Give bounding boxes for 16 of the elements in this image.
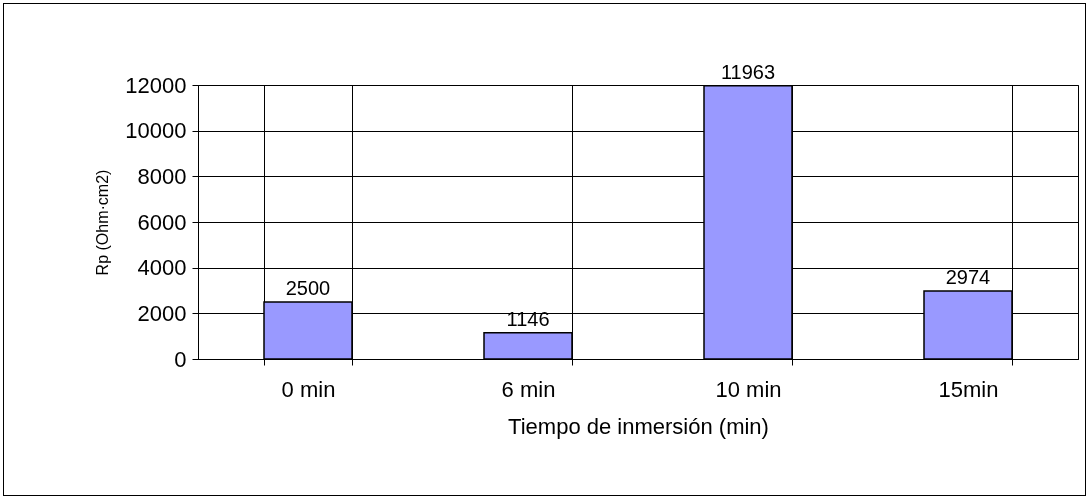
y-tick-label: 0: [174, 346, 187, 372]
data-label: 2974: [945, 266, 991, 289]
y-tick-label: 8000: [137, 163, 187, 189]
y-tick-label: 6000: [137, 209, 187, 235]
data-label: 2500: [285, 276, 331, 299]
y-tick-label: 10000: [125, 118, 187, 144]
y-tick-label: 12000: [125, 72, 187, 98]
x-tick-label: 6 min: [501, 376, 556, 402]
x-tick-label: 10 min: [715, 376, 782, 402]
x-tick-label: 0 min: [281, 376, 336, 402]
data-label: 11963: [720, 60, 776, 83]
x-tick-label: 15min: [938, 376, 999, 402]
y-tick-label: 4000: [137, 255, 187, 281]
y-tick-label: 2000: [137, 300, 187, 326]
y-axis-title: Rp (Ohm·cm2): [94, 169, 112, 276]
x-axis-title: Tiempo de inmersión (min): [508, 413, 769, 439]
